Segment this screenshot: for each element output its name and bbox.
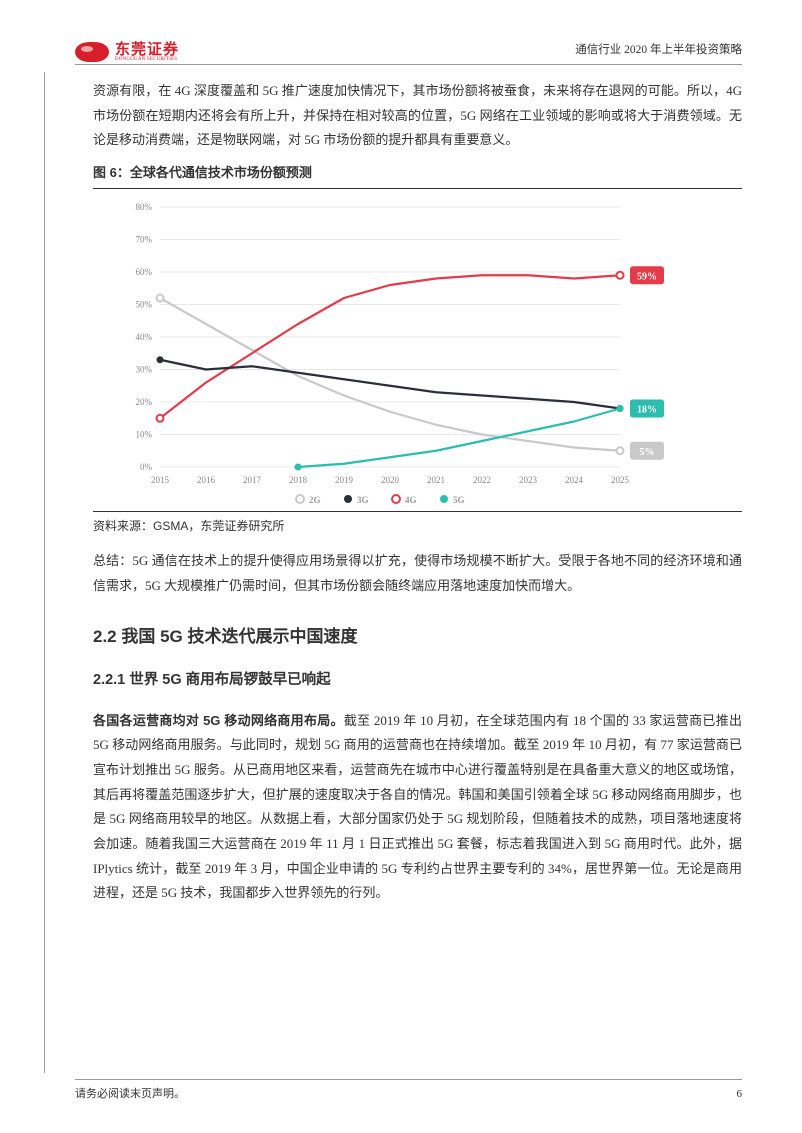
page-footer: 请务必阅读末页声明。 6 <box>75 1079 742 1105</box>
paragraph-3-lead: 各国各运营商均对 5G 移动网络商用布局。 <box>93 713 344 728</box>
heading-2-2: 2.2 我国 5G 技术迭代展示中国速度 <box>93 621 742 653</box>
paragraph-3-body: 截至 2019 年 10 月初，在全球范围内有 18 个国的 33 家运营商已推… <box>93 713 742 901</box>
svg-text:80%: 80% <box>136 202 153 212</box>
svg-text:60%: 60% <box>136 267 153 277</box>
svg-text:2022: 2022 <box>473 475 491 485</box>
figure-6-title: 图 6：全球各代通信技术市场份额预测 <box>93 161 742 189</box>
paragraph-summary: 总结：5G 通信在技术上的提升使得应用场景得以扩充，使得市场规模不断扩大。受限于… <box>75 549 742 598</box>
header-title: 通信行业 2020 年上半年投资策略 <box>575 40 742 62</box>
logo-text-en: DONGGUAN SECURITIES <box>115 57 179 62</box>
footer-disclaimer: 请务必阅读末页声明。 <box>75 1084 185 1105</box>
logo-text-cn: 东莞证券 <box>115 42 179 57</box>
svg-text:30%: 30% <box>136 364 153 374</box>
figure-source: 资料来源：GSMA，东莞证券研究所 <box>93 511 742 538</box>
svg-text:2023: 2023 <box>519 475 538 485</box>
svg-text:2015: 2015 <box>151 475 170 485</box>
svg-text:2019: 2019 <box>335 475 354 485</box>
svg-text:5%: 5% <box>640 446 655 457</box>
footer-page-number: 6 <box>737 1084 743 1105</box>
svg-text:2016: 2016 <box>197 475 216 485</box>
svg-text:0%: 0% <box>140 462 153 472</box>
market-share-chart: 0% 10% 20% 30% 40% 50% 60% 70% 80% 2015 2016 2017 20… <box>115 197 675 507</box>
svg-text:2024: 2024 <box>565 475 584 485</box>
left-rule <box>44 72 45 1073</box>
svg-text:2025: 2025 <box>611 475 630 485</box>
svg-text:70%: 70% <box>136 234 153 244</box>
page-header: 东莞证券 DONGGUAN SECURITIES 通信行业 2020 年上半年投… <box>75 40 742 65</box>
svg-text:20%: 20% <box>136 397 153 407</box>
svg-text:2017: 2017 <box>243 475 262 485</box>
svg-text:59%: 59% <box>637 271 657 282</box>
svg-text:5G: 5G <box>453 495 465 505</box>
svg-text:40%: 40% <box>136 332 153 342</box>
svg-text:2018: 2018 <box>289 475 308 485</box>
svg-text:2020: 2020 <box>381 475 400 485</box>
svg-text:18%: 18% <box>637 404 657 415</box>
svg-text:50%: 50% <box>136 299 153 309</box>
svg-text:4G: 4G <box>405 495 417 505</box>
paragraph-3: 各国各运营商均对 5G 移动网络商用布局。截至 2019 年 10 月初，在全球… <box>75 709 742 907</box>
logo-icon <box>75 42 109 62</box>
brand-logo: 东莞证券 DONGGUAN SECURITIES <box>75 42 179 62</box>
svg-text:2G: 2G <box>309 495 321 505</box>
svg-text:10%: 10% <box>136 429 153 439</box>
svg-text:2021: 2021 <box>427 475 445 485</box>
heading-2-2-1: 2.2.1 世界 5G 商用布局锣鼓早已响起 <box>93 667 742 695</box>
svg-text:3G: 3G <box>357 495 369 505</box>
paragraph-1: 资源有限，在 4G 深度覆盖和 5G 推广速度加快情况下，其市场份额将被蚕食，未… <box>75 79 742 153</box>
